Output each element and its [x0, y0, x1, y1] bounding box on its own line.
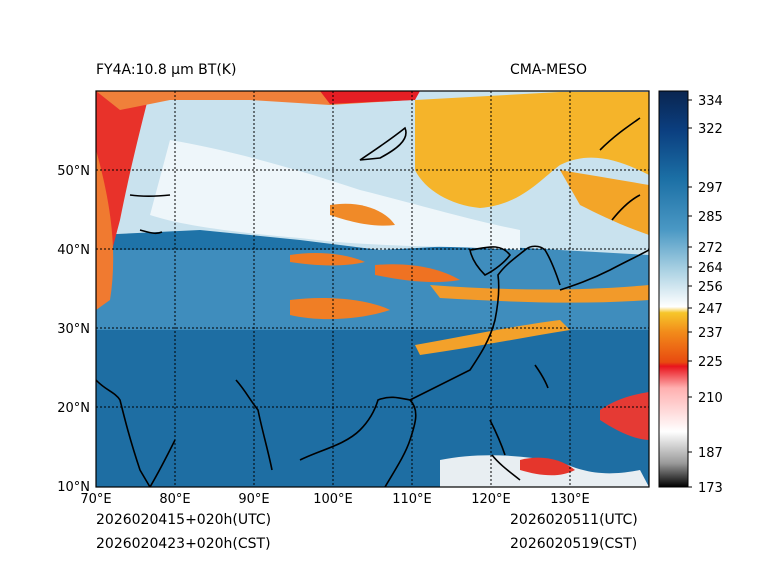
coastlines	[96, 117, 649, 487]
colorbar-tick: 285	[698, 210, 723, 225]
product-title: FY4A:10.8 µm BT(K)	[96, 62, 237, 78]
lon-label: 70°E	[80, 492, 111, 507]
colorbar	[658, 90, 689, 488]
lat-label: 10°N	[57, 480, 90, 495]
colorbar-tick: 264	[698, 261, 723, 276]
colorbar-tick: 237	[698, 326, 723, 341]
lon-label: 90°E	[238, 492, 269, 507]
colorbar-tick: 256	[698, 280, 723, 295]
lon-label: 80°E	[159, 492, 190, 507]
colorbar-tick: 187	[698, 446, 723, 461]
lon-label: 120°E	[471, 492, 511, 507]
colorbar-tick: 247	[698, 302, 723, 317]
lon-label: 100°E	[313, 492, 353, 507]
init-time-utc: 2026020415+020h(UTC)	[96, 512, 272, 528]
latitude-labels: 50°N 40°N 30°N 20°N 10°N	[57, 164, 90, 495]
colorbar-tick: 272	[698, 241, 723, 256]
colorbar-tick: 322	[698, 122, 723, 137]
colorbar-tick: 225	[698, 355, 723, 370]
init-time-cst: 2026020423+020h(CST)	[96, 536, 271, 552]
longitude-labels: 70°E 80°E 90°E 100°E 110°E 120°E 130°E	[80, 492, 589, 507]
map-frame	[95, 90, 650, 488]
lat-label: 30°N	[57, 322, 90, 337]
colorbar-tick-marks	[688, 99, 692, 488]
lon-label: 110°E	[392, 492, 432, 507]
valid-time-cst: 2026020519(CST)	[510, 536, 638, 552]
lat-label: 20°N	[57, 401, 90, 416]
model-name: CMA-MESO	[510, 62, 588, 78]
lat-label: 40°N	[57, 243, 90, 258]
lat-lon-grid	[96, 91, 649, 487]
colorbar-tick: 297	[698, 181, 723, 196]
colorbar-tick: 173	[698, 481, 723, 496]
colorbar-tick: 210	[698, 391, 723, 406]
valid-time-utc: 2026020511(UTC)	[510, 512, 638, 528]
brightness-temperature-field	[96, 91, 649, 487]
colorbar-tick-labels: 334 322 297 285 272 264 256 247 237 225 …	[698, 94, 723, 496]
colorbar-tick: 334	[698, 94, 723, 109]
lon-label: 130°E	[550, 492, 590, 507]
lat-label: 50°N	[57, 164, 90, 179]
